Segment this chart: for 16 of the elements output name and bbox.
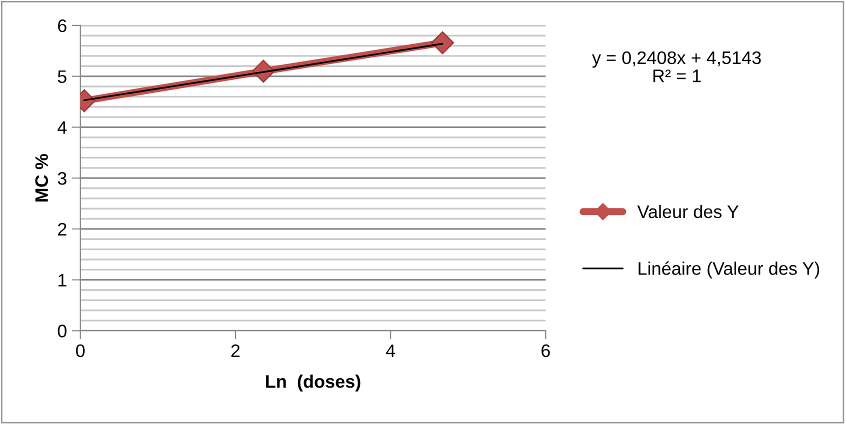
y-tick-label: 4 bbox=[58, 121, 67, 134]
x-tick-label: 2 bbox=[231, 344, 240, 357]
x-axis-title: Ln (doses) bbox=[266, 374, 360, 392]
x-tick-label: 0 bbox=[76, 344, 85, 358]
y-tick-label: 5 bbox=[58, 70, 66, 84]
x-tick-label: 6 bbox=[542, 344, 550, 358]
y-tick-label: 0 bbox=[58, 324, 66, 338]
x-tick-label: 4 bbox=[386, 344, 396, 357]
y-tick-label: 2 bbox=[58, 222, 66, 236]
text: y = 0,2408x + 4,5143 R² = 1 bbox=[592, 51, 761, 82]
legend-label: Linéaire (Valeur des Y) bbox=[638, 261, 820, 278]
y-axis-title: MC % bbox=[35, 154, 48, 202]
y-tick-label: 6 bbox=[58, 19, 66, 32]
y-tick-label: 1 bbox=[58, 274, 66, 286]
legend-label: Valeur des Y bbox=[637, 204, 739, 218]
y-tick-label: 3 bbox=[58, 172, 66, 185]
